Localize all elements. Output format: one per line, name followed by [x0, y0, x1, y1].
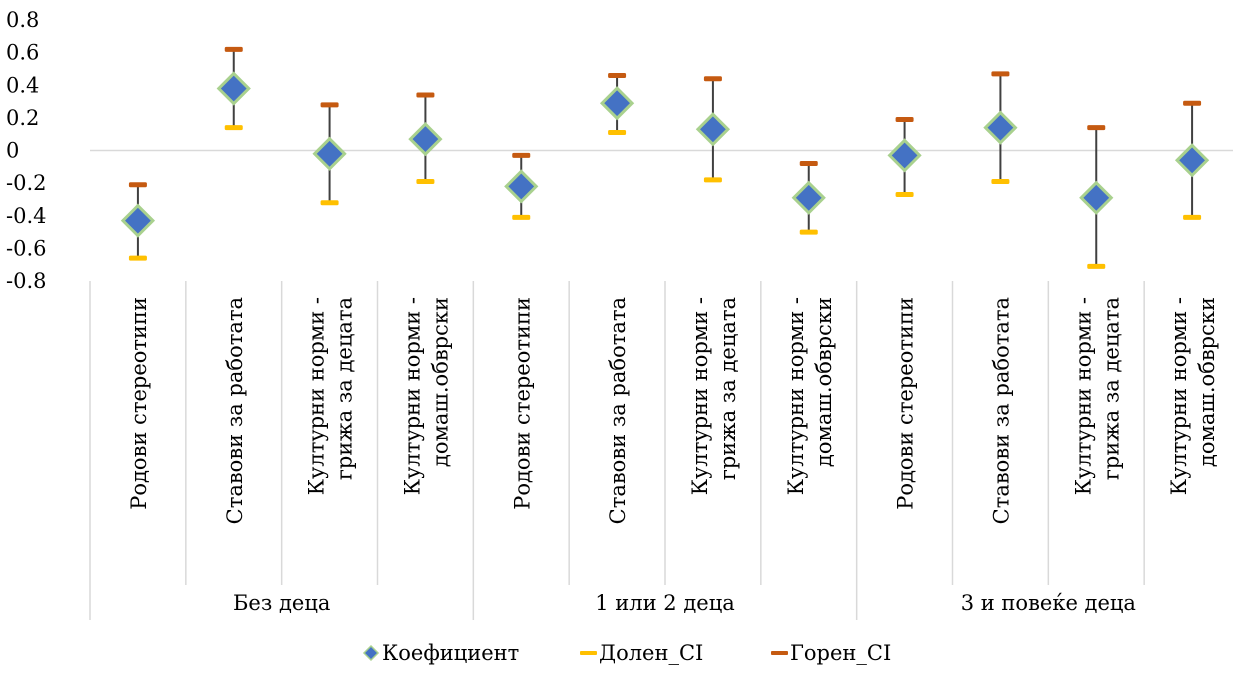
y-tick-label: -0.4: [6, 204, 47, 228]
y-tick-label: 0: [6, 139, 19, 163]
coefficient-marker: [983, 110, 1018, 145]
category-label: Ставови за работата: [989, 297, 1013, 524]
upper-ci-mark: [1087, 125, 1106, 131]
coefficient-marker: [504, 169, 539, 204]
category-label: Културни норми -: [1071, 297, 1095, 495]
group-label: Без деца: [233, 591, 330, 615]
category-label: Родови стереотипи: [894, 297, 918, 510]
lower-ci-mark: [895, 192, 914, 198]
category-dividers: [89, 281, 1145, 620]
legend-dash-swatch: [771, 651, 788, 655]
y-tick-label: -0.6: [6, 236, 47, 260]
upper-ci-mark: [799, 161, 818, 167]
coefficient-marker: [887, 138, 922, 173]
coefficient-marker: [695, 112, 731, 147]
category-labels: Родови стереотипи Ставови за работата Култ…: [127, 297, 1219, 524]
category-label: домаш.обврски: [428, 297, 452, 467]
category-label: грижа за децата: [333, 297, 357, 480]
group-label: 1 или 2 деца: [595, 591, 734, 615]
lower-ci-mark: [320, 200, 339, 206]
coefficient-marker: [216, 71, 251, 106]
upper-ci-mark: [1183, 100, 1202, 106]
y-axis-ticks: 0.8 0.6 0.4 0.2 0 -0.2 -0.4 -0.6 -0.8: [6, 8, 47, 293]
category-label: Ставови за работата: [606, 297, 630, 524]
category-label: грижа за децата: [1099, 297, 1123, 480]
legend-label: Горен_CI: [790, 641, 891, 665]
lower-ci-mark: [991, 178, 1010, 184]
lower-ci-mark: [1087, 263, 1106, 269]
category-label: Културни норми -: [305, 297, 329, 495]
y-tick-label: 0.8: [6, 8, 39, 32]
category-label: грижа за децата: [716, 297, 740, 480]
legend-label: Коефициент: [382, 641, 519, 665]
coefficient-marker: [1079, 180, 1114, 215]
upper-ci-mark: [703, 76, 722, 82]
coefficient-marker: [599, 86, 635, 121]
data-markers: [120, 71, 1210, 238]
lower-ci-mark: [608, 130, 627, 136]
group-labels: Без деца 1 или 2 деца 3 и повеќе деца: [233, 591, 1136, 615]
category-label: домаш.обврски: [812, 297, 836, 467]
upper-ci-mark: [320, 102, 339, 108]
lower-ci-mark: [224, 125, 243, 131]
y-tick-label: -0.2: [6, 171, 47, 195]
group-label: 3 и повеќе деца: [961, 591, 1136, 615]
legend-dash-swatch: [580, 651, 597, 655]
legend-coefficient-swatch: [362, 644, 380, 662]
lower-ci-mark: [416, 178, 435, 184]
error-bars: [128, 46, 1202, 269]
category-label: Културни норми -: [688, 297, 712, 495]
coefficient-marker: [1174, 143, 1210, 178]
y-tick-label: -0.8: [6, 269, 47, 293]
upper-ci-mark: [608, 72, 627, 78]
upper-ci-mark: [224, 46, 243, 52]
category-label: Родови стереотипи: [127, 297, 151, 510]
upper-ci-mark: [416, 92, 435, 98]
upper-ci-mark: [991, 71, 1010, 77]
lower-ci-mark: [799, 229, 818, 235]
category-label: Ставови за работата: [223, 297, 247, 524]
coefficient-marker: [312, 136, 347, 171]
lower-ci-mark: [1183, 214, 1202, 220]
category-label: Родови стереотипи: [510, 297, 534, 510]
y-tick-label: 0.6: [6, 41, 39, 65]
coefficient-marker: [408, 121, 443, 157]
lower-ci-mark: [128, 255, 147, 261]
category-label: домаш.обврски: [1195, 297, 1219, 467]
upper-ci-mark: [895, 117, 914, 123]
upper-ci-mark: [128, 182, 147, 188]
legend-label: Долен_CI: [599, 641, 703, 665]
coefficient-marker: [791, 180, 826, 215]
category-label: Културни норми -: [784, 297, 808, 495]
upper-ci-mark: [512, 152, 531, 158]
coefficient-marker: [120, 203, 156, 238]
y-tick-label: 0.2: [6, 106, 39, 130]
category-label: Културни норми -: [400, 297, 424, 495]
category-label: Културни норми -: [1167, 297, 1191, 495]
lower-ci-mark: [512, 214, 531, 220]
lower-ci-mark: [703, 177, 722, 183]
y-tick-label: 0.4: [6, 73, 39, 97]
legend: Коефициент Долен_CI Горен_CI: [362, 641, 891, 665]
